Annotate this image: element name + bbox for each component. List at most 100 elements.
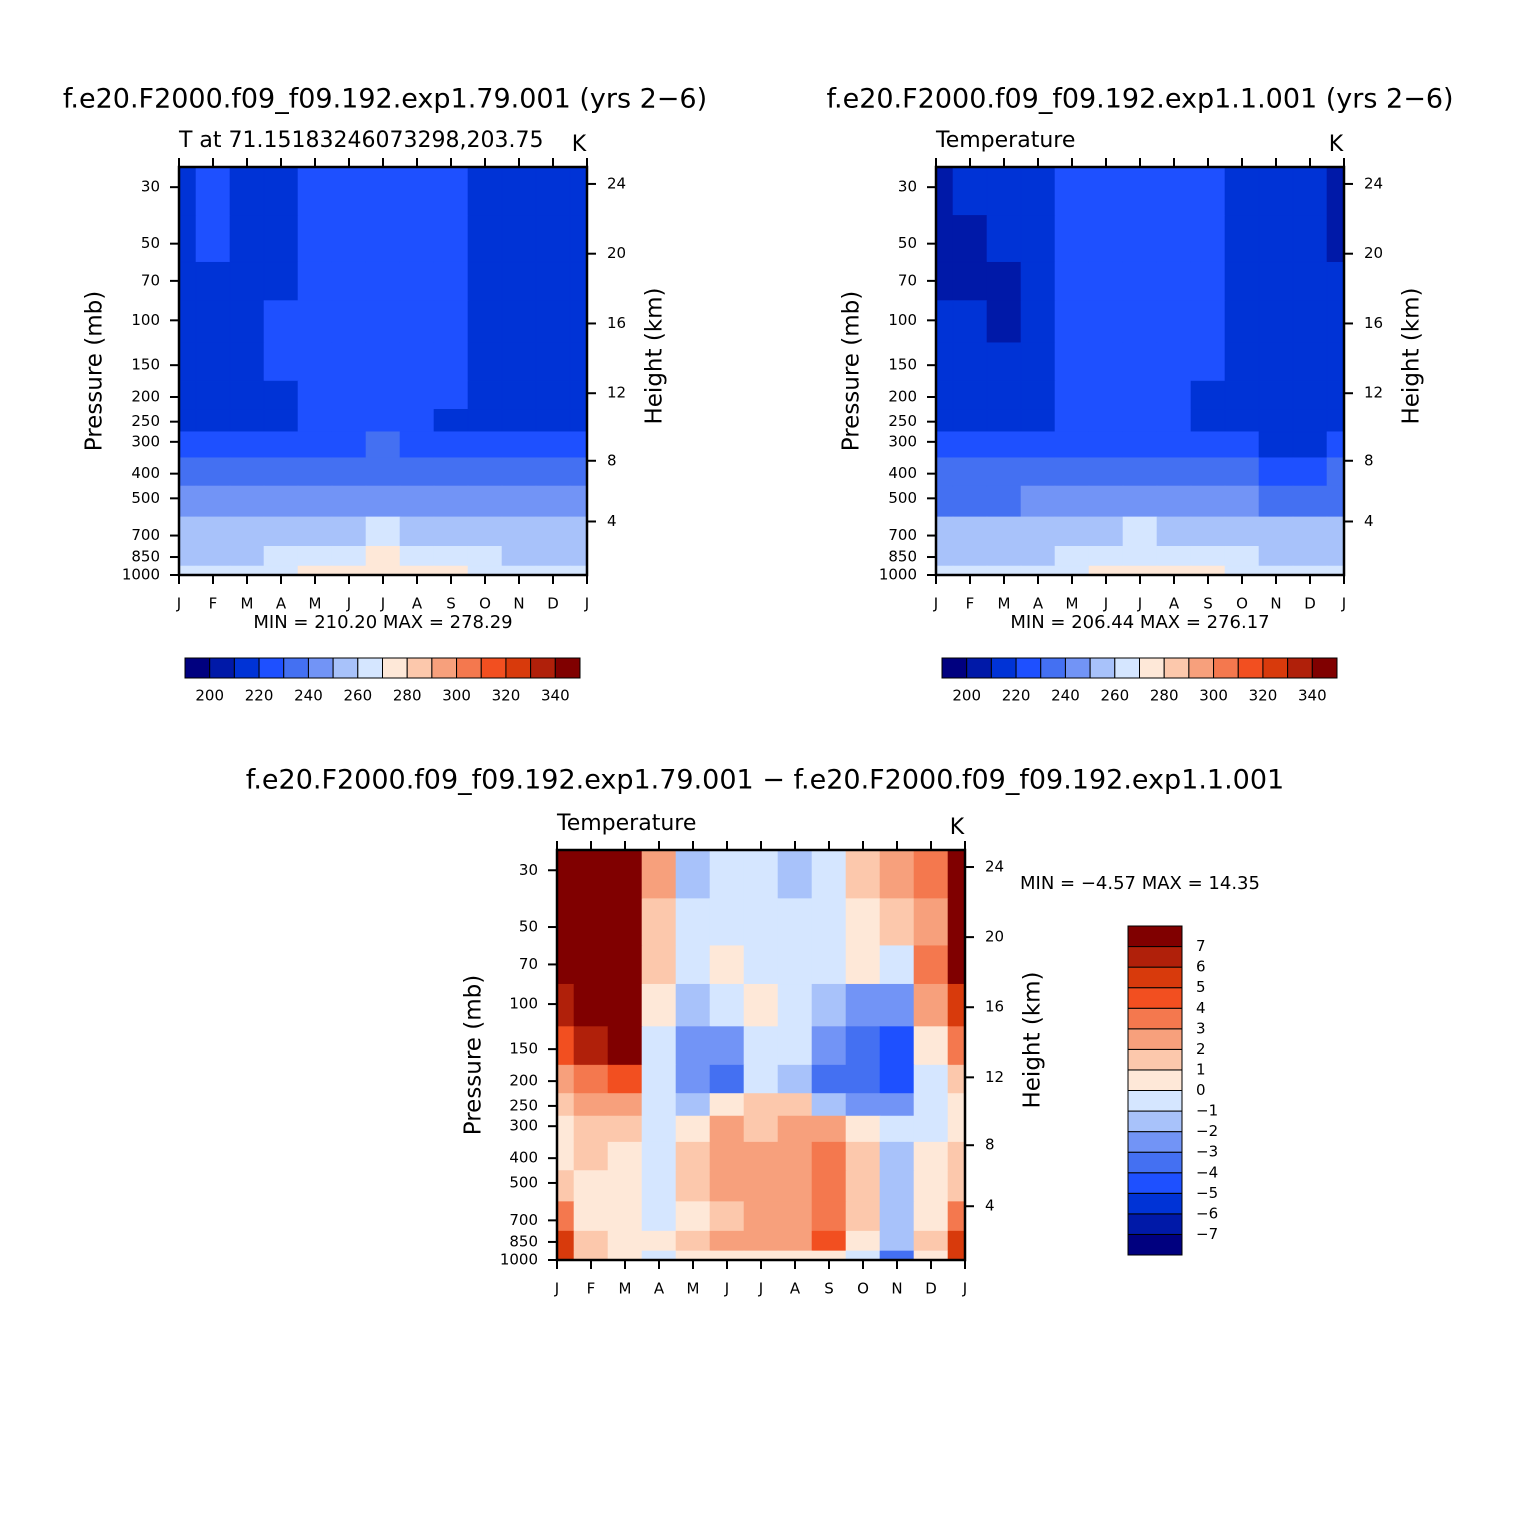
contour-cell (845, 1026, 881, 1066)
contour-cell (399, 431, 435, 459)
contour-cell (811, 1064, 847, 1094)
plot-subtitle: Temperature (935, 128, 1075, 153)
contour-cell (399, 300, 435, 344)
contour-cell (777, 1250, 813, 1261)
colorbar-box (505, 657, 532, 679)
contour-cell (1088, 215, 1124, 263)
contour-cell (913, 1201, 949, 1232)
contour-cell (607, 1230, 643, 1252)
contour-cell (178, 380, 197, 410)
x-tick-label: J (1137, 595, 1142, 613)
contour-cell (297, 485, 333, 518)
contour-cell (467, 457, 503, 487)
contour-cell (709, 1115, 745, 1143)
contour-cell (1156, 485, 1192, 518)
contour-cell (399, 342, 435, 382)
y-tick-label: 850 (888, 548, 917, 566)
contour-cell (1326, 409, 1345, 433)
contour-cell (1292, 409, 1328, 433)
contour-cell (1156, 457, 1192, 487)
contour-cell (1122, 215, 1158, 263)
contour-cell (365, 485, 401, 518)
contour-cell (1156, 409, 1192, 433)
y-tick-label: 150 (131, 356, 160, 374)
y-tick-label: 200 (131, 387, 160, 405)
colorbar-box (1089, 657, 1116, 679)
contour-cell (641, 1026, 677, 1066)
contour-cell (1088, 565, 1124, 576)
contour-cell (1190, 485, 1226, 518)
contour-cell (1190, 516, 1226, 547)
contour-cell (1292, 565, 1328, 576)
contour-cell (297, 409, 333, 433)
x-tick-label: N (1270, 595, 1281, 613)
colorbar-box (1015, 657, 1042, 679)
y-tick-label: 300 (509, 1117, 538, 1135)
contour-cell (709, 1170, 745, 1202)
contour-cell (229, 261, 265, 301)
x-tick-label: J (554, 1280, 559, 1298)
colorbar-box (332, 657, 359, 679)
contour-cell (263, 261, 299, 301)
contour-cell (467, 565, 503, 576)
y-tick-label: 200 (888, 387, 917, 405)
contour-cell (263, 457, 299, 487)
contour-cell (399, 380, 435, 410)
contour-cell (433, 342, 469, 382)
contour-cell (556, 898, 575, 947)
contour-cell (1326, 485, 1345, 518)
y-tick-label: 30 (519, 861, 538, 879)
contour-cell (935, 431, 954, 459)
contour-cell (986, 516, 1022, 547)
contour-cell (297, 457, 333, 487)
contour-cell (399, 457, 435, 487)
colorbar-box (1127, 925, 1183, 948)
contour-cell (569, 300, 588, 344)
x-tick-label: A (1169, 595, 1180, 613)
contour-cell (952, 380, 988, 410)
contour-cell (1054, 342, 1090, 382)
y-tick-label: 50 (141, 234, 160, 252)
contour-cell (845, 1201, 881, 1232)
colorbar-box (1287, 657, 1313, 679)
contour-cell (952, 166, 988, 216)
contour-cell (1258, 457, 1294, 487)
x-tick-label: S (1203, 595, 1213, 613)
x-tick-label: M (241, 595, 254, 613)
colorbar-box (1127, 1028, 1183, 1050)
contour-cell (1020, 545, 1056, 567)
contour-cell (399, 261, 435, 301)
contour-cell (811, 1250, 847, 1261)
colorbar-label: 7 (1196, 937, 1206, 955)
contour-cell (573, 1093, 609, 1117)
contour-cell (331, 545, 367, 567)
contour-cell (467, 431, 503, 459)
contour-cell (1156, 342, 1192, 382)
colorbar-label: 280 (1150, 687, 1179, 705)
contour-cell (947, 945, 966, 985)
contour-cell (777, 945, 813, 985)
contour-cell (811, 849, 847, 899)
contour-cell (467, 380, 503, 410)
contour-cell (178, 342, 197, 382)
colorbar-box (1040, 657, 1066, 679)
x-tick-label: J (380, 595, 385, 613)
colorbar-label: 200 (195, 687, 224, 705)
contour-cell (433, 300, 469, 344)
contour-cell (365, 431, 401, 459)
contour-cell (1224, 300, 1260, 344)
contour-cell (1258, 545, 1294, 567)
contour-cell (573, 1141, 609, 1171)
contour-cell (1258, 300, 1294, 344)
contour-cell (947, 1115, 966, 1143)
contour-cell (195, 516, 231, 547)
contour-cell (986, 409, 1022, 433)
contour-cell (709, 1064, 745, 1094)
contour-cell (501, 342, 537, 382)
contour-cell (935, 342, 954, 382)
x-tick-label: A (654, 1280, 665, 1298)
contour-cell (811, 1026, 847, 1066)
contour-cell (535, 166, 571, 216)
contour-cell (1054, 565, 1090, 576)
contour-cell (178, 166, 197, 216)
